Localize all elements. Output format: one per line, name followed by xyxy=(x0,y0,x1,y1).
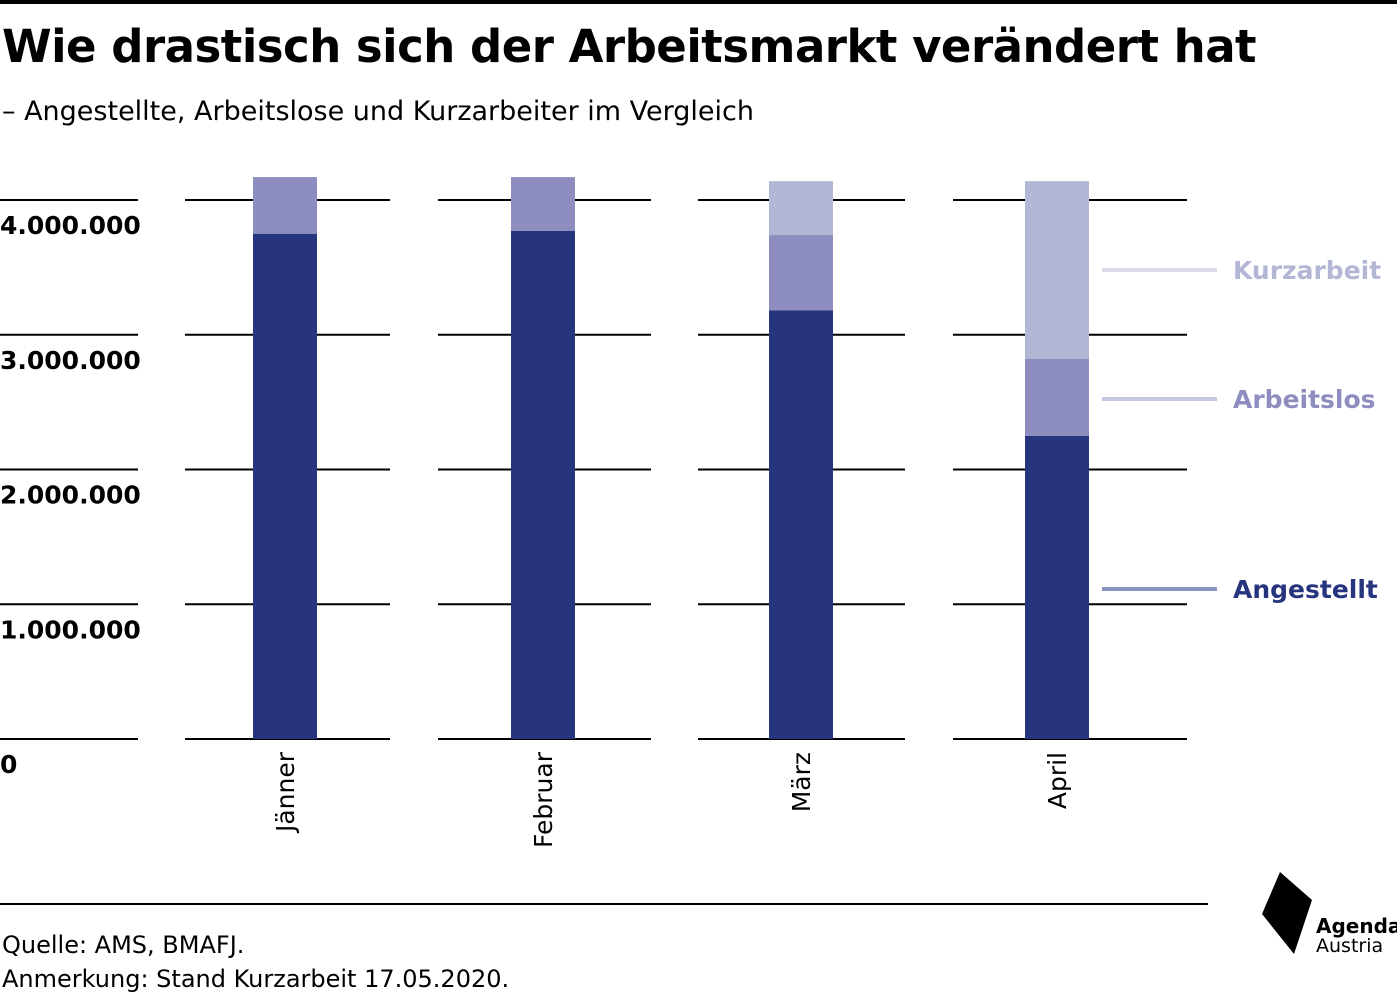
bar-märz-angestellt xyxy=(769,310,833,739)
bar-jänner-arbeitslos xyxy=(253,177,317,234)
bar-april-arbeitslos xyxy=(1025,359,1089,436)
chart-title: Wie drastisch sich der Arbeitsmarkt verä… xyxy=(2,20,1257,73)
stacked-bar-chart: 0 1.000.000 2.000.000 3.000.000 4.000.000 Jän… xyxy=(0,177,1381,848)
footer-rule xyxy=(0,903,1208,905)
y-tick-label: 0 xyxy=(0,750,17,779)
remark-note: Anmerkung: Stand Kurzarbeit 17.05.2020. xyxy=(2,965,510,993)
y-tick-label: 1.000.000 xyxy=(0,615,141,644)
bar-märz-arbeitslos xyxy=(769,235,833,311)
bar-april-angestellt xyxy=(1025,435,1089,739)
logo-text-austria: Austria xyxy=(1316,935,1384,957)
x-tick-label-märz: März xyxy=(787,752,816,812)
bar-april-kurzarbeit xyxy=(1025,181,1089,360)
x-tick-label-april: April xyxy=(1043,752,1072,809)
y-tick-label: 2.000.000 xyxy=(0,481,141,510)
agenda-austria-logo: Agenda Austria xyxy=(1258,870,1397,960)
legend-label-kurzarbeit: Kurzarbeit xyxy=(1233,256,1381,285)
bar-märz-kurzarbeit xyxy=(769,181,833,236)
bar-februar-arbeitslos xyxy=(511,177,575,231)
x-tick-label-februar: Februar xyxy=(529,751,558,848)
y-tick-label: 3.000.000 xyxy=(0,346,141,375)
bar-jänner-angestellt xyxy=(253,233,317,739)
logo-shape-icon xyxy=(1262,872,1312,954)
logo-text-agenda: Agenda xyxy=(1316,914,1397,938)
y-tick-label: 4.000.000 xyxy=(0,211,141,240)
source-note: Quelle: AMS, BMAFJ. xyxy=(2,931,245,959)
legend-label-arbeitslos: Arbeitslos xyxy=(1233,385,1376,414)
chart-subtitle: – Angestellte, Arbeitslose und Kurzarbei… xyxy=(2,96,754,127)
x-tick-label-jänner: Jänner xyxy=(271,751,300,834)
legend-label-angestellt: Angestellt xyxy=(1233,575,1378,604)
top-rule xyxy=(0,0,1397,4)
bar-februar-angestellt xyxy=(511,230,575,739)
